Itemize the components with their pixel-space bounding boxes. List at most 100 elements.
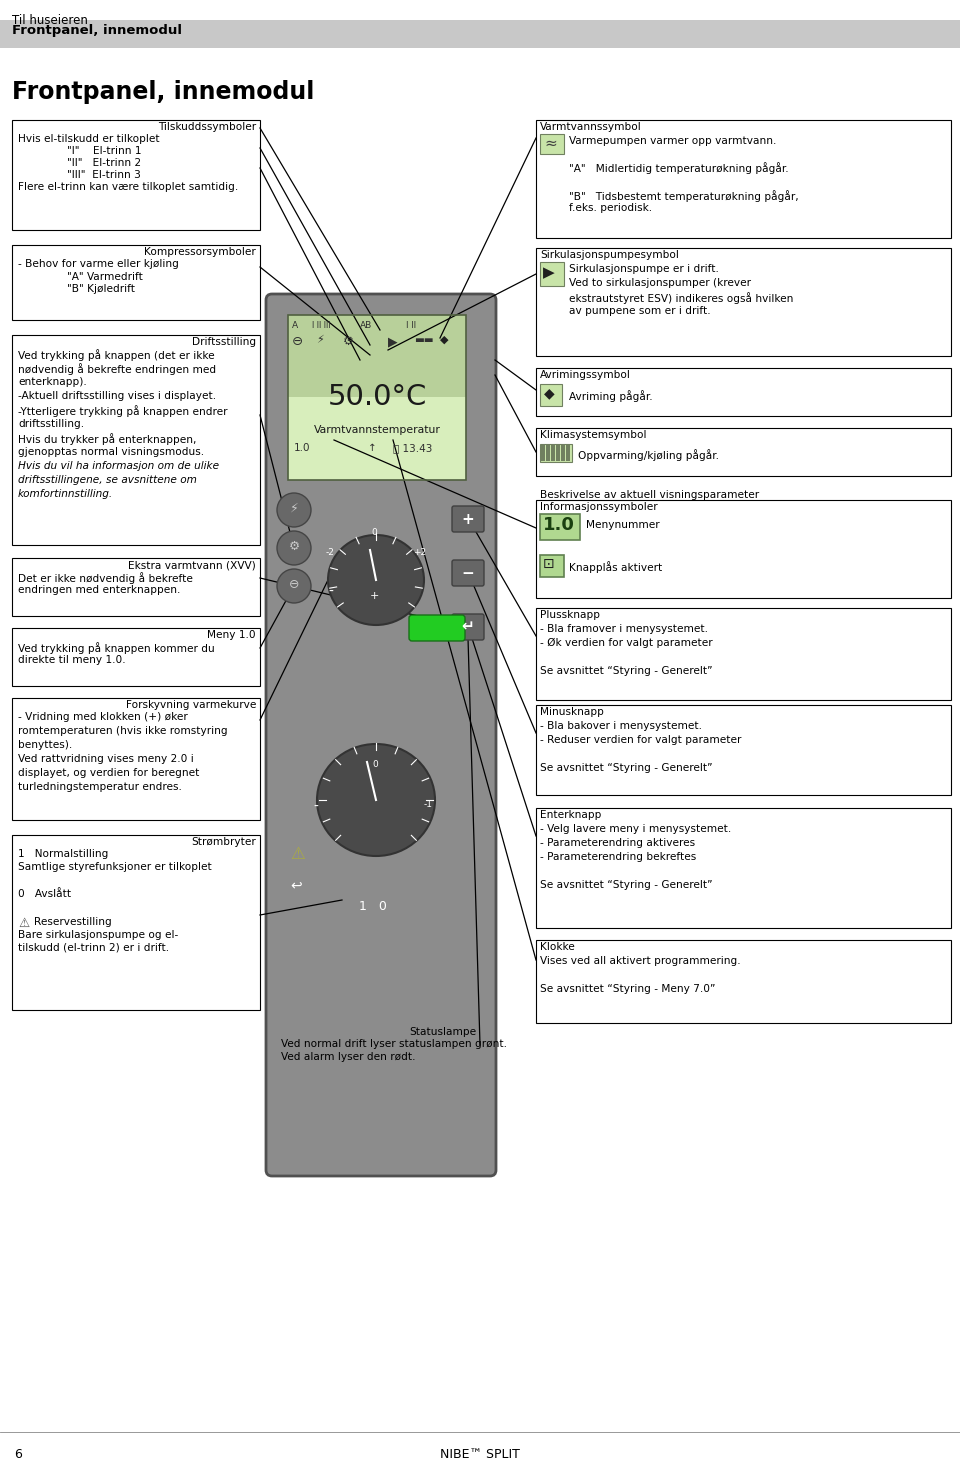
Text: Ved trykking på knappen kommer du: Ved trykking på knappen kommer du <box>18 642 215 653</box>
Text: +2: +2 <box>413 548 426 556</box>
Text: "A"   Midlertidig temperaturøkning pågår.: "A" Midlertidig temperaturøkning pågår. <box>569 161 788 173</box>
Ellipse shape <box>328 534 424 625</box>
Text: ↩: ↩ <box>290 878 301 893</box>
Text: Ved rattvridning vises meny 2.0 i: Ved rattvridning vises meny 2.0 i <box>18 755 194 763</box>
Text: Avrimingssymbol: Avrimingssymbol <box>540 370 631 380</box>
Text: Knapplås aktivert: Knapplås aktivert <box>569 561 662 573</box>
Text: Klimasystemsymbol: Klimasystemsymbol <box>540 430 646 440</box>
Bar <box>540 385 562 407</box>
Text: Reservestilling: Reservestilling <box>34 918 111 926</box>
Bar <box>536 429 951 476</box>
Bar <box>12 558 260 617</box>
Bar <box>12 835 260 1010</box>
Bar <box>12 245 260 320</box>
Text: "B" Kjøledrift: "B" Kjøledrift <box>67 283 135 294</box>
Text: -1: -1 <box>424 800 433 809</box>
Text: ⚡: ⚡ <box>290 502 299 514</box>
Text: - Reduser verdien for valgt parameter: - Reduser verdien for valgt parameter <box>540 735 741 744</box>
Text: AB: AB <box>360 321 372 330</box>
Text: −: − <box>462 565 474 580</box>
Text: Informasjonssymboler: Informasjonssymboler <box>540 502 658 512</box>
Text: Ved to sirkulasjonspumper (krever: Ved to sirkulasjonspumper (krever <box>569 277 751 288</box>
Bar <box>536 501 951 597</box>
Text: Hvis el-tilskudd er tilkoplet: Hvis el-tilskudd er tilkoplet <box>18 134 159 144</box>
Bar <box>536 705 951 796</box>
Bar <box>551 445 555 461</box>
Bar <box>536 120 951 238</box>
Text: Statuslampe: Statuslampe <box>409 1028 476 1036</box>
Text: Varmtvannstemperatur: Varmtvannstemperatur <box>314 426 441 435</box>
Text: +: + <box>370 592 379 600</box>
Text: "A" Varmedrift: "A" Varmedrift <box>67 272 143 282</box>
Text: Enterknapp: Enterknapp <box>540 810 601 821</box>
Text: A: A <box>292 321 299 330</box>
Text: 0: 0 <box>371 528 376 537</box>
FancyBboxPatch shape <box>409 615 465 642</box>
Text: nødvendig å bekrefte endringen med: nødvendig å bekrefte endringen med <box>18 363 216 374</box>
Bar <box>275 1025 480 1083</box>
Text: -: - <box>313 800 318 813</box>
Text: -2: -2 <box>326 548 335 556</box>
Text: ⚙: ⚙ <box>343 335 354 348</box>
Text: - Parameterendring aktiveres: - Parameterendring aktiveres <box>540 838 695 849</box>
Bar <box>556 445 560 461</box>
Text: - Parameterendring bekreftes: - Parameterendring bekreftes <box>540 851 696 862</box>
Text: ⚠: ⚠ <box>18 918 29 931</box>
Text: av pumpene som er i drift.: av pumpene som er i drift. <box>569 305 710 316</box>
Text: +: + <box>462 511 474 527</box>
Text: 1.0: 1.0 <box>543 515 575 534</box>
Text: driftsstilling.: driftsstilling. <box>18 418 84 429</box>
Text: Varmtvannssymbol: Varmtvannssymbol <box>540 122 641 132</box>
Text: - Bla framover i menysystemet.: - Bla framover i menysystemet. <box>540 624 708 634</box>
Text: "III"  El-trinn 3: "III" El-trinn 3 <box>67 170 141 181</box>
Text: Plussknapp: Plussknapp <box>540 611 600 619</box>
Text: - Øk verdien for valgt parameter: - Øk verdien for valgt parameter <box>540 639 712 649</box>
Bar <box>0 21 960 48</box>
FancyBboxPatch shape <box>266 294 496 1176</box>
Text: - Velg lavere meny i menysystemet.: - Velg lavere meny i menysystemet. <box>540 824 732 834</box>
Text: ⊡: ⊡ <box>543 556 555 571</box>
Text: Frontpanel, innemodul: Frontpanel, innemodul <box>12 23 182 37</box>
Bar <box>12 335 260 545</box>
Text: Sirkulasjonspumpesymbol: Sirkulasjonspumpesymbol <box>540 250 679 260</box>
Text: I II III: I II III <box>312 321 330 330</box>
Text: -: - <box>328 586 333 599</box>
FancyBboxPatch shape <box>452 506 484 531</box>
Text: f.eks. periodisk.: f.eks. periodisk. <box>569 203 652 213</box>
Text: ⊖: ⊖ <box>292 335 303 348</box>
Bar <box>541 445 545 461</box>
Text: Ved trykking på knappen (det er ikke: Ved trykking på knappen (det er ikke <box>18 349 215 361</box>
Circle shape <box>277 493 311 527</box>
Text: Oppvarming/kjøling pågår.: Oppvarming/kjøling pågår. <box>578 449 719 461</box>
Bar <box>288 316 466 396</box>
Bar <box>12 697 260 821</box>
Text: driftsstillingene, se avsnittene om: driftsstillingene, se avsnittene om <box>18 476 197 484</box>
Text: ◆: ◆ <box>544 386 555 399</box>
Text: "B"   Tidsbestemt temperaturøkning pågår,: "B" Tidsbestemt temperaturøkning pågår, <box>569 189 799 203</box>
Text: gjenopptas normal visningsmodus.: gjenopptas normal visningsmodus. <box>18 446 204 457</box>
Text: - Bla bakover i menysystemet.: - Bla bakover i menysystemet. <box>540 721 702 731</box>
Text: 50.0°C: 50.0°C <box>327 383 426 411</box>
Ellipse shape <box>317 744 435 856</box>
Text: Se avsnittet “Styring - Generelt”: Se avsnittet “Styring - Generelt” <box>540 879 712 890</box>
Text: "I"    El-trinn 1: "I" El-trinn 1 <box>67 145 141 156</box>
Bar <box>12 628 260 686</box>
Text: ⚙: ⚙ <box>288 540 300 552</box>
Text: Se avsnittet “Styring - Generelt”: Se avsnittet “Styring - Generelt” <box>540 763 712 774</box>
Text: komfortinnstilling.: komfortinnstilling. <box>18 489 113 499</box>
Text: ▬▬: ▬▬ <box>414 335 434 345</box>
Circle shape <box>277 531 311 565</box>
Text: benyttes).: benyttes). <box>18 740 72 750</box>
Text: direkte til meny 1.0.: direkte til meny 1.0. <box>18 655 126 665</box>
Text: tilskudd (el-trinn 2) er i drift.: tilskudd (el-trinn 2) er i drift. <box>18 942 169 953</box>
Bar <box>536 368 951 415</box>
Bar <box>536 248 951 357</box>
Text: ↵: ↵ <box>462 619 474 634</box>
Bar <box>12 120 260 230</box>
Text: Til huseieren: Til huseieren <box>12 15 88 26</box>
Circle shape <box>277 570 311 603</box>
Text: Klokke: Klokke <box>540 942 575 953</box>
FancyBboxPatch shape <box>452 559 484 586</box>
Text: 1   0: 1 0 <box>359 900 387 913</box>
Bar <box>540 261 564 286</box>
